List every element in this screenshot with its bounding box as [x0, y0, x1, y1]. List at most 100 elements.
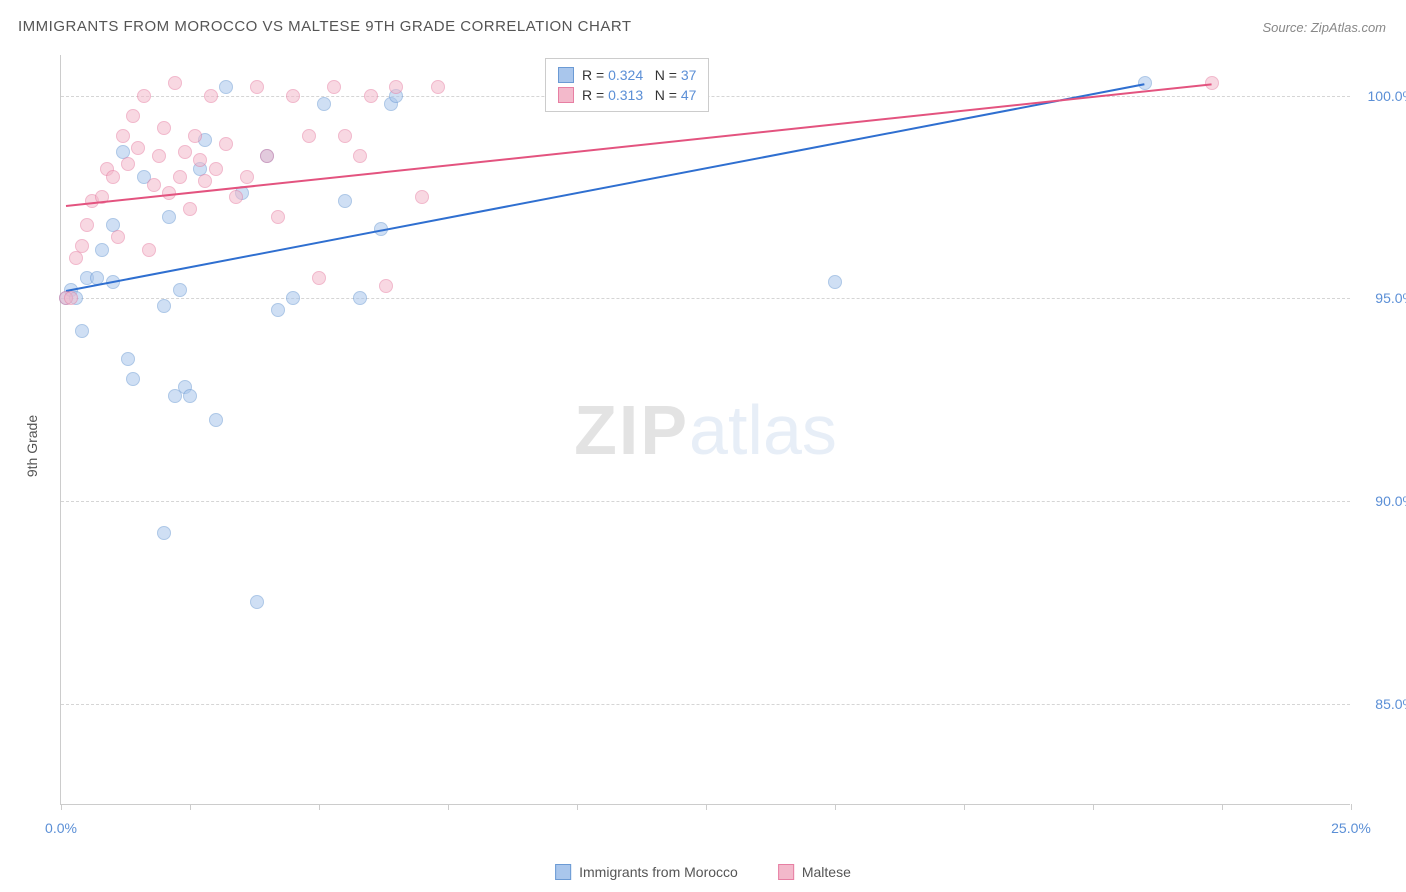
gridline — [61, 704, 1350, 705]
data-point-maltese — [229, 190, 243, 204]
data-point-morocco — [209, 413, 223, 427]
y-tick-label: 100.0% — [1368, 88, 1406, 104]
data-point-morocco — [95, 243, 109, 257]
data-point-morocco — [121, 352, 135, 366]
legend-label-morocco: Immigrants from Morocco — [579, 864, 738, 880]
correlation-text-morocco: R = 0.324 N = 37 — [582, 67, 696, 83]
chart-title: IMMIGRANTS FROM MOROCCO VS MALTESE 9TH G… — [18, 18, 632, 35]
x-tick — [1351, 804, 1352, 810]
watermark-atlas: atlas — [689, 391, 837, 469]
data-point-morocco — [250, 595, 264, 609]
data-point-maltese — [157, 121, 171, 135]
data-point-maltese — [188, 129, 202, 143]
data-point-morocco — [162, 210, 176, 224]
data-point-maltese — [152, 149, 166, 163]
data-point-morocco — [173, 283, 187, 297]
data-point-morocco — [219, 80, 233, 94]
data-point-maltese — [240, 170, 254, 184]
data-point-maltese — [142, 243, 156, 257]
correlation-legend: R = 0.324 N = 37 R = 0.313 N = 47 — [545, 58, 709, 112]
data-point-maltese — [80, 218, 94, 232]
data-point-maltese — [116, 129, 130, 143]
data-point-maltese — [271, 210, 285, 224]
legend-swatch-maltese — [778, 864, 794, 880]
x-tick — [61, 804, 62, 810]
x-tick — [1093, 804, 1094, 810]
data-point-maltese — [178, 145, 192, 159]
data-point-morocco — [828, 275, 842, 289]
correlation-row-maltese: R = 0.313 N = 47 — [558, 85, 696, 105]
data-point-maltese — [121, 157, 135, 171]
data-point-maltese — [106, 170, 120, 184]
gridline — [61, 298, 1350, 299]
data-point-maltese — [111, 230, 125, 244]
legend-item-maltese: Maltese — [778, 864, 851, 880]
data-point-morocco — [317, 97, 331, 111]
x-tick — [1222, 804, 1223, 810]
data-point-maltese — [168, 76, 182, 90]
data-point-maltese — [389, 80, 403, 94]
data-point-morocco — [126, 372, 140, 386]
data-point-maltese — [173, 170, 187, 184]
data-point-maltese — [219, 137, 233, 151]
x-tick — [190, 804, 191, 810]
data-point-maltese — [431, 80, 445, 94]
data-point-morocco — [157, 526, 171, 540]
x-tick — [577, 804, 578, 810]
data-point-morocco — [338, 194, 352, 208]
data-point-maltese — [183, 202, 197, 216]
data-point-maltese — [312, 271, 326, 285]
data-point-maltese — [286, 89, 300, 103]
data-point-maltese — [198, 174, 212, 188]
data-point-morocco — [75, 324, 89, 338]
legend-swatch-morocco — [558, 67, 574, 83]
data-point-morocco — [286, 291, 300, 305]
data-point-maltese — [379, 279, 393, 293]
chart-plot-area: ZIPatlas 85.0%90.0%95.0%100.0%0.0%25.0% — [60, 55, 1350, 805]
data-point-maltese — [64, 291, 78, 305]
gridline — [61, 501, 1350, 502]
data-point-maltese — [415, 190, 429, 204]
x-tick — [319, 804, 320, 810]
data-point-morocco — [183, 389, 197, 403]
x-tick — [835, 804, 836, 810]
data-point-morocco — [157, 299, 171, 313]
legend-swatch-morocco — [555, 864, 571, 880]
data-point-morocco — [271, 303, 285, 317]
legend-item-morocco: Immigrants from Morocco — [555, 864, 738, 880]
x-tick-label: 0.0% — [45, 820, 77, 836]
x-tick — [448, 804, 449, 810]
data-point-maltese — [260, 149, 274, 163]
watermark-zip: ZIP — [574, 391, 689, 469]
data-point-maltese — [75, 239, 89, 253]
data-point-maltese — [137, 89, 151, 103]
bottom-legend: Immigrants from Morocco Maltese — [555, 864, 851, 880]
correlation-row-morocco: R = 0.324 N = 37 — [558, 65, 696, 85]
watermark: ZIPatlas — [574, 390, 837, 470]
data-point-maltese — [364, 89, 378, 103]
data-point-maltese — [193, 153, 207, 167]
y-tick-label: 85.0% — [1375, 696, 1406, 712]
correlation-text-maltese: R = 0.313 N = 47 — [582, 87, 696, 103]
data-point-maltese — [353, 149, 367, 163]
data-point-maltese — [338, 129, 352, 143]
x-tick — [706, 804, 707, 810]
data-point-morocco — [353, 291, 367, 305]
data-point-maltese — [302, 129, 316, 143]
y-axis-label: 9th Grade — [24, 415, 40, 477]
data-point-maltese — [69, 251, 83, 265]
source-label: Source: ZipAtlas.com — [1262, 20, 1386, 35]
data-point-maltese — [126, 109, 140, 123]
y-tick-label: 95.0% — [1375, 290, 1406, 306]
data-point-maltese — [250, 80, 264, 94]
data-point-maltese — [204, 89, 218, 103]
x-tick-label: 25.0% — [1331, 820, 1371, 836]
legend-label-maltese: Maltese — [802, 864, 851, 880]
data-point-maltese — [147, 178, 161, 192]
x-tick — [964, 804, 965, 810]
data-point-maltese — [209, 162, 223, 176]
data-point-maltese — [327, 80, 341, 94]
legend-swatch-maltese — [558, 87, 574, 103]
y-tick-label: 90.0% — [1375, 493, 1406, 509]
data-point-maltese — [131, 141, 145, 155]
